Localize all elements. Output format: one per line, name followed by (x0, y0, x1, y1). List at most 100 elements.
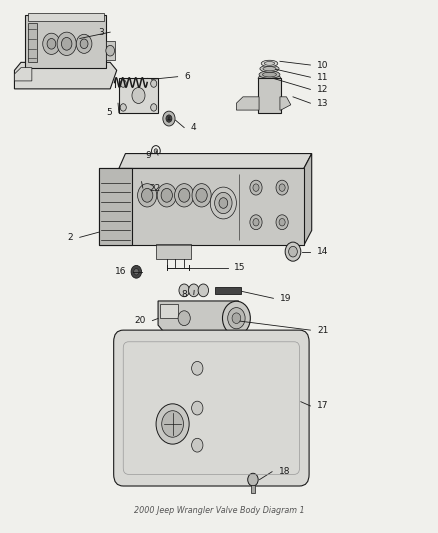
Bar (251, 485, 254, 493)
Ellipse shape (258, 74, 281, 83)
Circle shape (132, 87, 145, 103)
Polygon shape (158, 301, 239, 335)
Circle shape (120, 80, 126, 87)
Circle shape (253, 219, 259, 226)
FancyBboxPatch shape (114, 330, 309, 486)
Polygon shape (119, 154, 312, 168)
Circle shape (223, 301, 251, 335)
Text: 18: 18 (279, 467, 290, 476)
Circle shape (47, 38, 56, 49)
Circle shape (253, 184, 259, 191)
Circle shape (151, 80, 157, 87)
Ellipse shape (261, 60, 278, 67)
Circle shape (250, 215, 262, 230)
Circle shape (134, 269, 139, 275)
Circle shape (219, 198, 228, 208)
Text: 20: 20 (134, 316, 146, 325)
Bar (258, 78, 281, 113)
Circle shape (178, 311, 190, 326)
Circle shape (162, 411, 184, 437)
Bar (239, 174, 240, 240)
Polygon shape (14, 68, 32, 81)
Circle shape (156, 404, 189, 444)
Text: 15: 15 (234, 263, 246, 272)
Bar (106, 41, 115, 60)
Polygon shape (237, 97, 259, 110)
Circle shape (279, 184, 285, 191)
Bar (28, 22, 37, 62)
Circle shape (289, 246, 297, 257)
Circle shape (157, 184, 177, 207)
Polygon shape (304, 154, 312, 245)
Circle shape (141, 189, 153, 202)
Circle shape (154, 149, 158, 153)
Circle shape (228, 308, 245, 329)
Circle shape (276, 215, 288, 230)
Circle shape (80, 39, 88, 49)
Ellipse shape (262, 72, 276, 77)
Bar (215, 287, 241, 294)
Circle shape (232, 313, 241, 324)
Circle shape (151, 104, 157, 111)
Text: 4: 4 (191, 123, 196, 132)
Circle shape (76, 34, 92, 53)
Circle shape (166, 115, 172, 122)
Text: 14: 14 (317, 247, 328, 256)
Circle shape (57, 32, 76, 55)
Circle shape (179, 284, 189, 297)
Circle shape (191, 438, 203, 452)
Polygon shape (14, 62, 117, 89)
Ellipse shape (264, 62, 275, 65)
Text: 10: 10 (317, 61, 328, 69)
Circle shape (120, 104, 126, 111)
Circle shape (191, 401, 203, 415)
Circle shape (196, 189, 207, 202)
Circle shape (161, 189, 173, 202)
Polygon shape (280, 97, 291, 110)
Text: 5: 5 (106, 108, 113, 117)
Text: 6: 6 (184, 72, 190, 81)
Circle shape (215, 192, 232, 214)
Text: 12: 12 (317, 85, 328, 94)
Polygon shape (160, 304, 178, 318)
Text: 2: 2 (67, 233, 73, 242)
Text: 17: 17 (317, 401, 328, 410)
Circle shape (210, 187, 237, 219)
Circle shape (248, 473, 258, 486)
Bar (28, 13, 104, 21)
Circle shape (276, 180, 288, 195)
Circle shape (133, 169, 140, 178)
Text: 9: 9 (146, 151, 152, 160)
Text: 11: 11 (317, 72, 328, 82)
Bar (156, 244, 191, 259)
Text: 13: 13 (317, 99, 328, 108)
Circle shape (106, 45, 115, 56)
Text: 2000 Jeep Wrangler Valve Body Diagram 1: 2000 Jeep Wrangler Valve Body Diagram 1 (134, 506, 304, 515)
Bar (134, 172, 139, 187)
Circle shape (175, 184, 194, 207)
Circle shape (279, 219, 285, 226)
Text: 21: 21 (317, 326, 328, 335)
Bar (99, 168, 304, 245)
Circle shape (138, 184, 157, 207)
Text: 22: 22 (149, 183, 161, 192)
Circle shape (250, 180, 262, 195)
Bar (25, 14, 106, 68)
Circle shape (152, 146, 160, 156)
Bar (99, 168, 132, 245)
Text: 3: 3 (98, 28, 104, 37)
Circle shape (179, 189, 190, 202)
Circle shape (192, 184, 211, 207)
Text: 16: 16 (115, 268, 126, 276)
Ellipse shape (259, 71, 280, 78)
Circle shape (163, 111, 175, 126)
Ellipse shape (260, 65, 279, 72)
Circle shape (43, 33, 60, 54)
Circle shape (131, 265, 141, 278)
Circle shape (61, 37, 72, 50)
Circle shape (191, 361, 203, 375)
Circle shape (285, 242, 301, 261)
Circle shape (198, 284, 208, 297)
Circle shape (188, 284, 199, 297)
Text: 8: 8 (181, 290, 187, 299)
